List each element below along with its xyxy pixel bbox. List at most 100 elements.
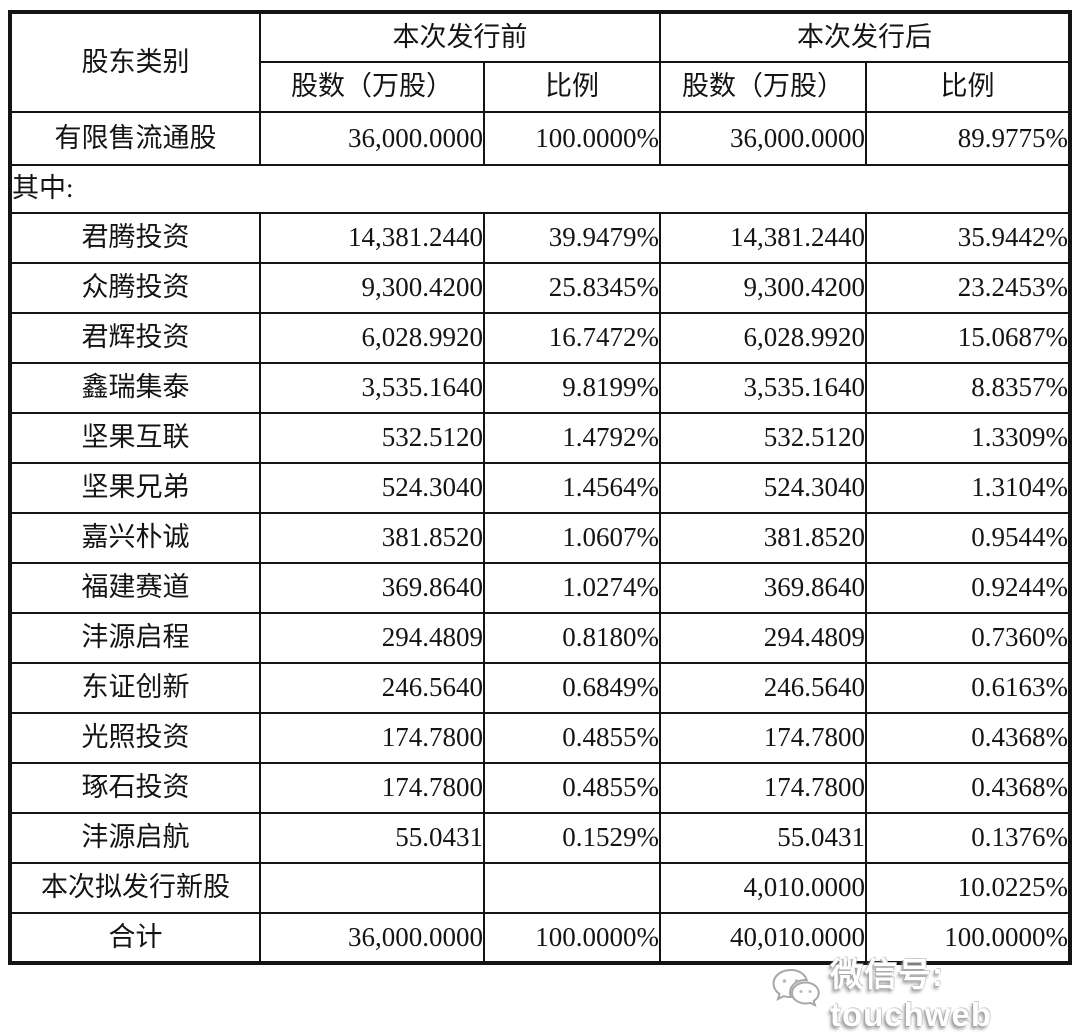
header-row-groups: 股东类别 本次发行前 本次发行后 (9, 11, 1071, 113)
cell-before-ratio: 1.0274% (483, 562, 661, 614)
cell-before-shares: 36,000.0000 (259, 912, 485, 964)
table-row: 沣源启航 55.0431 0.1529% 55.0431 0.1376% (9, 812, 1071, 864)
cell-after-shares: 9,300.4200 (659, 262, 867, 314)
cell-after-ratio: 0.4368% (865, 762, 1071, 814)
cell-after-ratio: 1.3309% (865, 412, 1071, 464)
cell-before-ratio: 100.0000% (483, 111, 661, 166)
cell-after-shares: 381.8520 (659, 512, 867, 564)
cell-before-shares (259, 862, 485, 914)
table-row: 琢石投资 174.7800 0.4855% 174.7800 0.4368% (9, 762, 1071, 814)
cell-before-ratio: 1.4564% (483, 462, 661, 514)
cell-shareholder-name: 光照投资 (9, 712, 261, 764)
cell-after-shares: 40,010.0000 (659, 912, 867, 964)
cell-after-ratio: 8.8357% (865, 362, 1071, 414)
cell-before-shares: 294.4809 (259, 612, 485, 664)
table-row: 东证创新 246.5640 0.6849% 246.5640 0.6163% (9, 662, 1071, 714)
cell-before-shares: 246.5640 (259, 662, 485, 714)
cell-before-shares: 6,028.9920 (259, 312, 485, 364)
table-row: 嘉兴朴诚 381.8520 1.0607% 381.8520 0.9544% (9, 512, 1071, 564)
cell-before-ratio (483, 862, 661, 914)
cell-after-ratio: 10.0225% (865, 862, 1071, 914)
table-row-restricted-shares: 有限售流通股 36,000.0000 100.0000% 36,000.0000… (9, 111, 1071, 166)
cell-shareholder-name: 鑫瑞集泰 (9, 362, 261, 414)
table-row: 福建赛道 369.8640 1.0274% 369.8640 0.9244% (9, 562, 1071, 614)
table-row: 坚果互联 532.5120 1.4792% 532.5120 1.3309% (9, 412, 1071, 464)
wechat-icon (770, 967, 822, 1016)
cell-after-shares: 246.5640 (659, 662, 867, 714)
header-after-ratio: 比例 (865, 61, 1071, 113)
cell-after-shares: 524.3040 (659, 462, 867, 514)
cell-after-ratio: 0.1376% (865, 812, 1071, 864)
cell-shareholder-name: 福建赛道 (9, 562, 261, 614)
table-row: 君辉投资 6,028.9920 16.7472% 6,028.9920 15.0… (9, 312, 1071, 364)
header-after-shares: 股数（万股） (659, 61, 867, 113)
cell-shareholder-name: 有限售流通股 (9, 111, 261, 166)
watermark-label: 微信号: touchweb (830, 956, 992, 1033)
header-group-after: 本次发行后 (659, 11, 1071, 63)
cell-before-ratio: 39.9479% (483, 212, 661, 264)
cell-before-shares: 55.0431 (259, 812, 485, 864)
cell-after-ratio: 23.2453% (865, 262, 1071, 314)
cell-shareholder-name: 坚果互联 (9, 412, 261, 464)
cell-before-shares: 174.7800 (259, 762, 485, 814)
table-row: 鑫瑞集泰 3,535.1640 9.8199% 3,535.1640 8.835… (9, 362, 1071, 414)
table-row: 君腾投资 14,381.2440 39.9479% 14,381.2440 35… (9, 212, 1071, 264)
cell-before-ratio: 16.7472% (483, 312, 661, 364)
table-row-total: 合计 36,000.0000 100.0000% 40,010.0000 100… (9, 912, 1071, 964)
cell-after-shares: 174.7800 (659, 762, 867, 814)
cell-before-shares: 524.3040 (259, 462, 485, 514)
cell-before-shares: 381.8520 (259, 512, 485, 564)
cell-after-ratio: 35.9442% (865, 212, 1071, 264)
table-row-among-which: 其中: (9, 164, 1071, 214)
cell-shareholder-name: 众腾投资 (9, 262, 261, 314)
among-which-label: 其中: (9, 164, 1071, 214)
wechat-watermark: 微信号: touchweb (770, 948, 1080, 1034)
cell-after-ratio: 1.3104% (865, 462, 1071, 514)
cell-after-shares: 55.0431 (659, 812, 867, 864)
cell-shareholder-name: 嘉兴朴诚 (9, 512, 261, 564)
cell-after-shares: 174.7800 (659, 712, 867, 764)
cell-after-ratio: 89.9775% (865, 111, 1071, 166)
cell-after-shares: 36,000.0000 (659, 111, 867, 166)
cell-after-shares: 14,381.2440 (659, 212, 867, 264)
header-group-before: 本次发行前 (259, 11, 661, 63)
cell-after-ratio: 0.7360% (865, 612, 1071, 664)
header-before-shares: 股数（万股） (259, 61, 485, 113)
cell-shareholder-name: 琢石投资 (9, 762, 261, 814)
cell-before-shares: 532.5120 (259, 412, 485, 464)
header-row-columns: 股数（万股） 比例 股数（万股） 比例 (10, 61, 1071, 113)
cell-before-ratio: 0.4855% (483, 712, 661, 764)
cell-before-ratio: 0.1529% (483, 812, 661, 864)
cell-before-shares: 174.7800 (259, 712, 485, 764)
cell-before-shares: 369.8640 (259, 562, 485, 614)
cell-shareholder-name: 本次拟发行新股 (9, 862, 261, 914)
cell-shareholder-name: 君辉投资 (9, 312, 261, 364)
table-row-new-issue: 本次拟发行新股 4,010.0000 10.0225% (9, 862, 1071, 914)
cell-before-shares: 3,535.1640 (259, 362, 485, 414)
cell-shareholder-name: 沣源启程 (9, 612, 261, 664)
cell-before-ratio: 25.8345% (483, 262, 661, 314)
cell-after-ratio: 0.9244% (865, 562, 1071, 614)
cell-before-shares: 9,300.4200 (259, 262, 485, 314)
cell-shareholder-name: 东证创新 (9, 662, 261, 714)
cell-after-ratio: 100.0000% (865, 912, 1071, 964)
shareholder-structure-table: 股东类别 本次发行前 本次发行后 股数（万股） 比例 股数（万股） 比例 有限售… (8, 10, 1072, 965)
cell-after-ratio: 0.9544% (865, 512, 1071, 564)
cell-after-ratio: 15.0687% (865, 312, 1071, 364)
cell-after-ratio: 0.4368% (865, 712, 1071, 764)
table-row: 坚果兄弟 524.3040 1.4564% 524.3040 1.3104% (9, 462, 1071, 514)
table-row: 光照投资 174.7800 0.4855% 174.7800 0.4368% (9, 712, 1071, 764)
cell-after-shares: 294.4809 (659, 612, 867, 664)
cell-after-ratio: 0.6163% (865, 662, 1071, 714)
cell-shareholder-name: 沣源启航 (9, 812, 261, 864)
cell-after-shares: 3,535.1640 (659, 362, 867, 414)
table-row: 众腾投资 9,300.4200 25.8345% 9,300.4200 23.2… (9, 262, 1071, 314)
cell-before-ratio: 0.8180% (483, 612, 661, 664)
cell-after-shares: 4,010.0000 (659, 862, 867, 914)
cell-before-ratio: 100.0000% (483, 912, 661, 964)
cell-after-shares: 532.5120 (659, 412, 867, 464)
cell-before-shares: 14,381.2440 (259, 212, 485, 264)
header-before-ratio: 比例 (483, 61, 661, 113)
cell-after-shares: 6,028.9920 (659, 312, 867, 364)
cell-before-ratio: 9.8199% (483, 362, 661, 414)
